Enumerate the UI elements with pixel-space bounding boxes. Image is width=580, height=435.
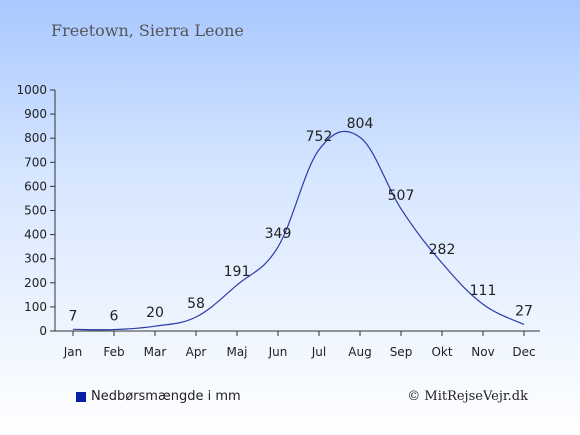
x-tick-label: Feb <box>103 345 124 359</box>
data-label: 282 <box>429 242 456 258</box>
y-tick-label: 900 <box>24 107 47 121</box>
x-tick-label: Nov <box>471 345 494 359</box>
data-label: 20 <box>146 305 164 321</box>
y-tick-label: 0 <box>39 324 47 338</box>
y-tick-label: 400 <box>24 228 47 242</box>
legend-swatch <box>76 391 86 402</box>
data-label: 752 <box>306 129 333 145</box>
series-line <box>72 130 525 331</box>
x-tick-label: Jun <box>268 345 288 359</box>
data-label: 27 <box>515 303 533 319</box>
y-tick-label: 100 <box>24 300 47 314</box>
x-tick-label: Dec <box>512 345 535 359</box>
data-label: 6 <box>110 309 119 325</box>
x-tick-label: Sep <box>390 345 413 359</box>
y-tick-label: 200 <box>24 276 47 290</box>
legend: Nedbørsmængde i mm <box>76 389 241 404</box>
x-tick-label: Maj <box>226 345 247 359</box>
data-label: 349 <box>265 226 292 242</box>
data-label: 58 <box>187 296 205 312</box>
x-tick-label: Jan <box>63 345 83 359</box>
x-tick-label: Mar <box>144 345 167 359</box>
y-tick-label: 300 <box>24 252 47 266</box>
legend-label: Nedbørsmængde i mm <box>91 389 241 404</box>
x-tick-label: Okt <box>431 345 452 359</box>
data-label: 111 <box>470 283 497 299</box>
x-tick-label: Jul <box>311 345 326 359</box>
chart-title: Freetown, Sierra Leone <box>51 21 244 40</box>
x-tick-label: Aug <box>348 345 371 359</box>
data-label: 7 <box>69 308 78 324</box>
y-tick-label: 600 <box>24 179 47 193</box>
data-label: 191 <box>224 264 251 280</box>
y-tick-label: 1000 <box>16 83 47 97</box>
data-label: 804 <box>347 116 374 132</box>
y-tick-label: 700 <box>24 155 47 169</box>
data-label: 507 <box>388 188 415 204</box>
x-tick-label: Apr <box>186 345 207 359</box>
y-tick-label: 500 <box>24 204 47 218</box>
y-tick-label: 800 <box>24 131 47 145</box>
copyright-text: © MitRejseVejr.dk <box>407 389 528 404</box>
